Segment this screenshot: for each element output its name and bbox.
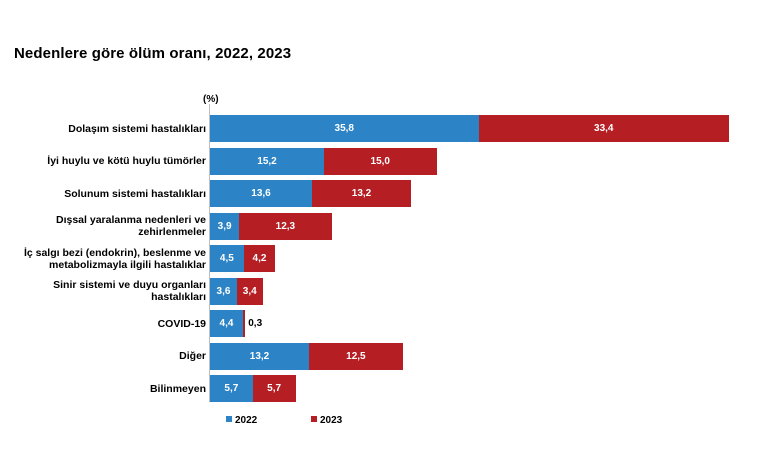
data-label-2023: 3,4 xyxy=(242,285,257,297)
data-label-2023: 15,0 xyxy=(370,155,390,167)
bar-2022 xyxy=(210,147,324,175)
bar-2022 xyxy=(210,310,243,337)
data-label-2022: 13,2 xyxy=(249,350,270,362)
category-label: Bilinmeyen xyxy=(149,382,206,395)
legend-label-2022: 2022 xyxy=(235,415,258,426)
data-label-2022: 5,7 xyxy=(224,383,239,394)
bar-2022 xyxy=(210,342,309,370)
bar-2023 xyxy=(243,310,246,337)
bar-2023 xyxy=(312,180,411,207)
legend-item-2023: 2023 xyxy=(311,415,342,426)
category-axis-line xyxy=(209,104,210,402)
category-label: Diğer xyxy=(179,350,206,362)
bar-2022 xyxy=(210,277,237,305)
data-label-2023: 0,3 xyxy=(248,318,263,329)
category-label: İyi huylu ve kötü huylu tümörler xyxy=(47,155,206,167)
bar-2022 xyxy=(210,115,479,142)
category-label: Dolaşım sistemi hastalıkları xyxy=(68,122,206,135)
data-label-2023: 4,2 xyxy=(252,253,267,264)
data-label-2022: 4,5 xyxy=(219,253,234,264)
data-label-2023: 12,3 xyxy=(275,220,296,232)
data-label-2022: 15,2 xyxy=(257,155,277,167)
legend-item-2022: 2022 xyxy=(226,415,257,426)
chart-title: Nedenlere göre ölüm oranı, 2022, 2023 xyxy=(14,45,292,62)
legend-swatch-2023 xyxy=(311,416,317,422)
bar-2023 xyxy=(243,245,276,272)
bar-2022 xyxy=(210,375,253,402)
data-label-2023: 5,7 xyxy=(267,383,282,394)
bar-2023 xyxy=(478,115,729,142)
bar-2022 xyxy=(210,180,312,207)
bar-2023 xyxy=(324,147,437,175)
category-label: COVID-19 xyxy=(157,317,206,330)
data-label-2022: 3,9 xyxy=(217,220,232,232)
category-label: Solunum sistemi hastalıkları xyxy=(64,187,206,200)
data-label-2022: 35,8 xyxy=(334,123,354,134)
bar-2023 xyxy=(237,277,263,305)
legend-swatch-2022 xyxy=(226,416,232,422)
bar-2023 xyxy=(309,342,403,370)
bar-2023 xyxy=(252,375,296,402)
unit-label: (%) xyxy=(203,94,219,105)
bar-2022 xyxy=(210,212,240,240)
category-label: Dışsal yaralanma nedenleri ve zehirlenme… xyxy=(56,214,206,238)
data-label-2023: 33,4 xyxy=(594,123,614,134)
category-label: Sinir sistemi ve duyu organları hastalık… xyxy=(53,279,206,303)
data-label-2022: 4,4 xyxy=(219,318,234,329)
data-label-2022: 13,6 xyxy=(251,188,271,199)
data-label-2022: 3,6 xyxy=(216,285,231,297)
category-label: İç salgı bezi (endokrin), beslenme ve me… xyxy=(23,246,206,271)
data-label-2023: 13,2 xyxy=(351,188,372,199)
data-label-2023: 12,5 xyxy=(346,350,366,362)
bar-2022 xyxy=(210,245,244,272)
legend-label-2023: 2023 xyxy=(320,415,343,426)
bar-2023 xyxy=(239,212,332,240)
